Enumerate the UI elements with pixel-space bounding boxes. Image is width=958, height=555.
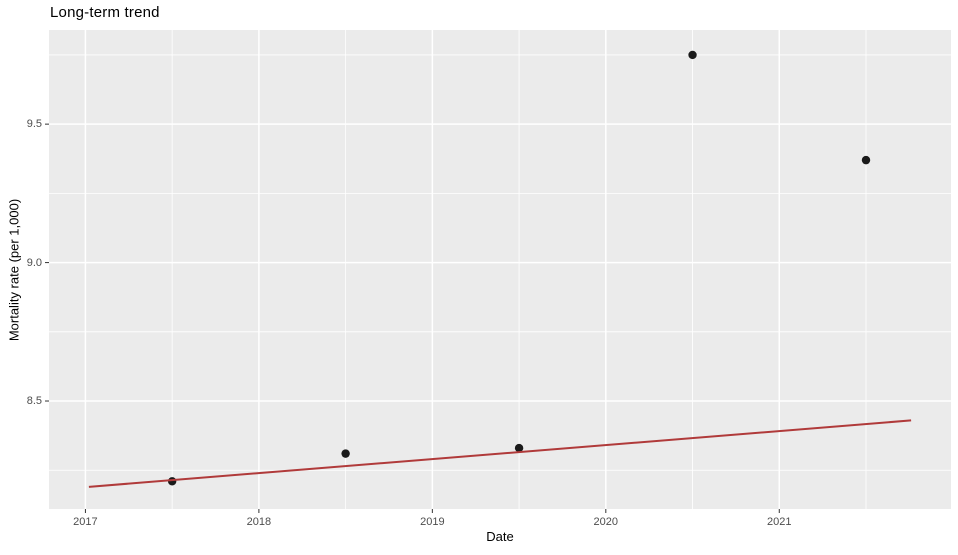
data-point — [688, 50, 697, 60]
data-point — [861, 155, 871, 165]
plot-panel — [49, 30, 951, 509]
x-tick-label: 2021 — [767, 516, 792, 528]
data-point — [341, 449, 350, 458]
x-tick-label: 2017 — [73, 516, 98, 528]
x-tick-label: 2019 — [420, 516, 445, 528]
x-axis-title: Date — [486, 529, 514, 544]
x-tick-label: 2018 — [246, 516, 272, 528]
x-tick-label: 2020 — [593, 516, 619, 528]
y-axis-title: Mortality rate (per 1,000) — [6, 198, 22, 342]
y-tick-label: 9.5 — [26, 118, 42, 131]
y-tick-label: 9.0 — [26, 256, 42, 269]
chart-title: Long-term trend — [50, 4, 160, 21]
trend-line — [88, 419, 912, 488]
y-tick-label: 8.5 — [26, 395, 42, 408]
data-point — [514, 443, 524, 453]
